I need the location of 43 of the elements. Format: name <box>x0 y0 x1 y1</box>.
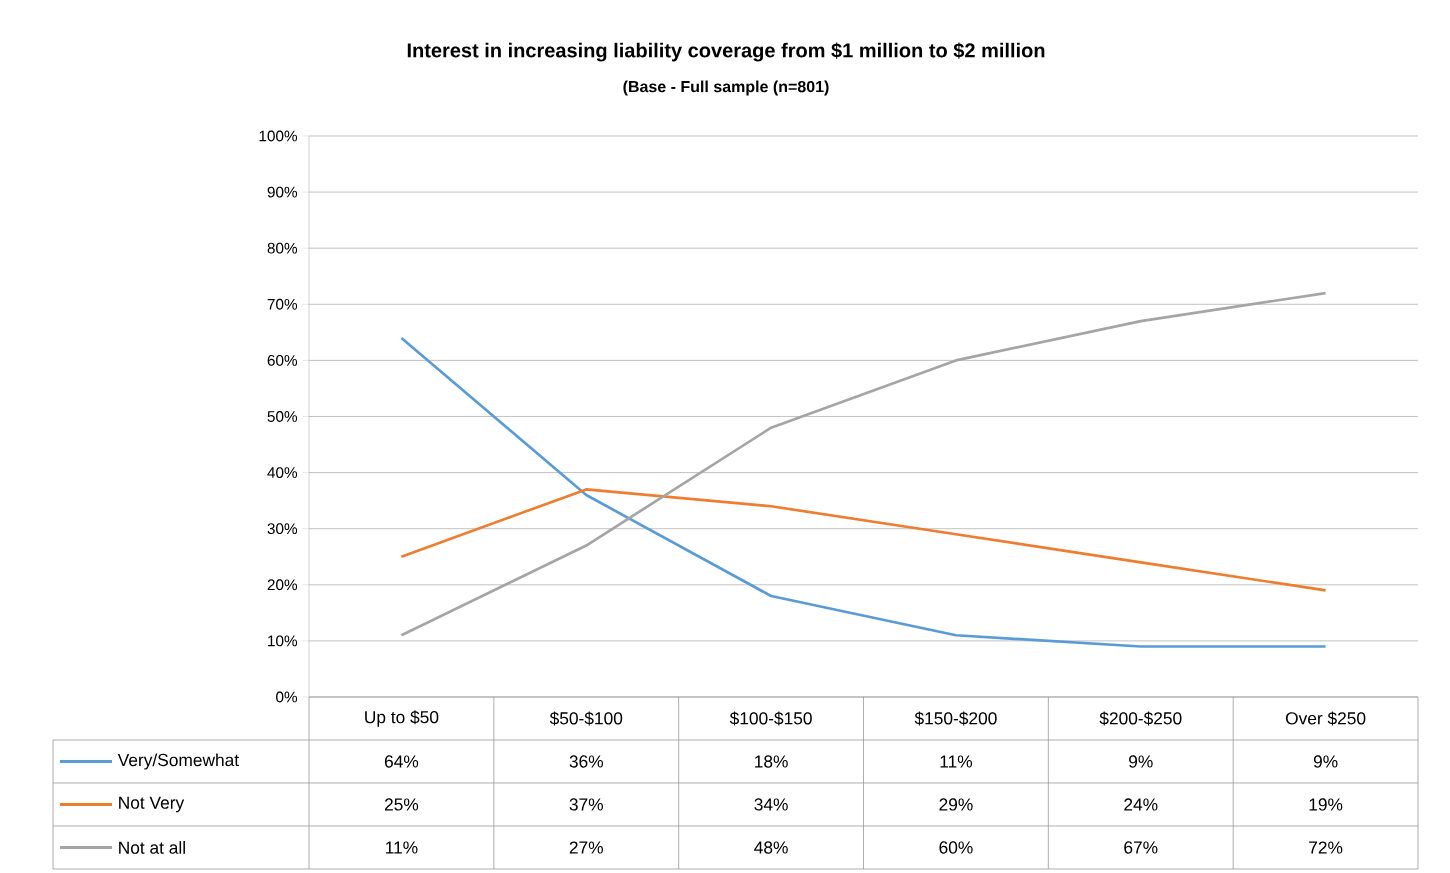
data-label: 24% <box>1124 798 1158 811</box>
x-tick-label: $200-$250 <box>1099 711 1182 726</box>
data-label: 27% <box>569 841 603 854</box>
data-label: 9% <box>1129 755 1153 768</box>
data-label: 34% <box>754 798 788 811</box>
data-label: 18% <box>755 755 788 768</box>
data-label: 72% <box>1309 841 1343 854</box>
y-tick-label: 70% <box>267 298 298 310</box>
chart-title: Interest in increasing liability coverage from $1 million to $2 million <box>407 42 1045 62</box>
x-tick-label: Up to $50 <box>365 710 439 727</box>
y-tick-label: 10% <box>268 635 298 647</box>
data-label: 11% <box>386 841 418 854</box>
data-label: 19% <box>1309 798 1343 811</box>
y-tick-label: 20% <box>267 579 298 591</box>
data-label: 37% <box>569 798 603 811</box>
line-series <box>400 336 1327 648</box>
x-tick-label: Over $250 <box>1285 711 1366 726</box>
y-tick-label: 30% <box>267 523 298 535</box>
data-label: 25% <box>384 798 419 811</box>
y-tick-label: 0% <box>276 691 298 703</box>
x-tick-label: $150-$200 <box>914 711 997 726</box>
y-tick-label: 60% <box>267 354 298 366</box>
y-tick-label: 100% <box>259 130 298 142</box>
data-label: 36% <box>569 755 603 768</box>
legend-label: Not at all <box>119 841 185 854</box>
data-label: 60% <box>939 841 973 854</box>
y-tick-label: 90% <box>267 186 298 198</box>
legend-label: Very/Somewhat <box>117 753 239 770</box>
data-label: 64% <box>384 755 419 768</box>
y-tick-label: 40% <box>267 467 298 479</box>
data-label: 9% <box>1313 755 1338 768</box>
legend-label: Not Very <box>119 796 185 813</box>
data-label: 29% <box>939 798 973 811</box>
chart-subtitle: (Base - Full sample (n=801) <box>623 80 829 96</box>
line-series <box>400 488 1327 592</box>
y-tick-label: 50% <box>267 411 298 422</box>
line-series <box>400 291 1327 637</box>
x-tick-label: $50-$100 <box>549 711 623 726</box>
x-tick-label: $100-$150 <box>729 711 812 726</box>
data-label: 67% <box>1124 841 1158 854</box>
y-tick-label: 80% <box>267 242 298 254</box>
data-label: 11% <box>940 755 973 768</box>
data-label: 48% <box>754 841 788 854</box>
